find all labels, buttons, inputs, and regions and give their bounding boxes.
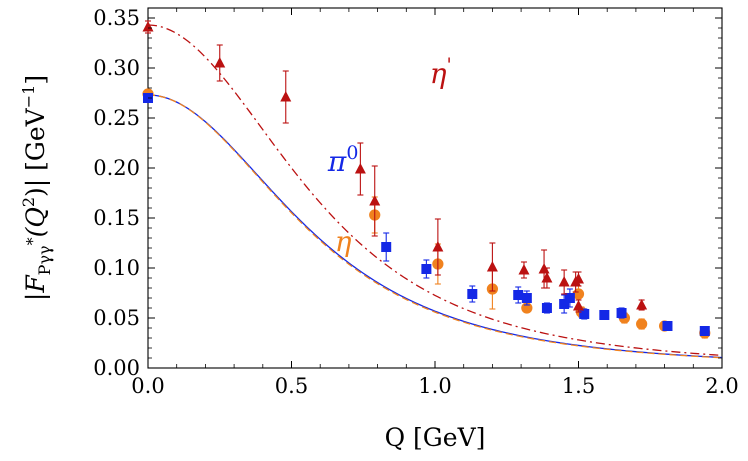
triangle-marker <box>214 57 226 68</box>
curve-label-superscript: ' <box>447 54 452 76</box>
triangle-marker <box>354 163 366 174</box>
circle-marker <box>636 318 648 330</box>
square-marker <box>599 310 610 320</box>
ylabel-close: )| <box>21 179 51 197</box>
data-point <box>369 165 381 237</box>
data-point <box>467 285 478 303</box>
ylabel-unit-superscript: −1 <box>19 85 38 109</box>
data-point <box>280 70 292 124</box>
triangle-marker <box>280 91 292 102</box>
ylabel-unit-close: ] <box>21 75 50 85</box>
data-point <box>573 271 584 287</box>
data-point <box>636 318 648 330</box>
triangle-marker <box>573 273 584 284</box>
data-point <box>513 286 524 304</box>
triangle-marker <box>541 272 553 283</box>
y-axis-title: |FPγγ*(Q2)| [GeV−1] <box>19 75 54 301</box>
fit-curves <box>147 24 723 359</box>
data-point <box>616 307 627 319</box>
ylabel-superscript: 2 <box>19 197 38 207</box>
curve-label-symbol: η <box>335 225 352 258</box>
x-tick-label: 2.0 <box>705 374 738 398</box>
y-tick-label: 0.25 <box>93 106 140 130</box>
fit-curve <box>147 94 723 359</box>
square-marker <box>513 290 524 300</box>
x-tick-label: 1.5 <box>562 374 595 398</box>
triangle-marker <box>558 276 570 287</box>
ylabel-unit: [GeV <box>21 107 50 178</box>
data-point <box>354 142 366 196</box>
data-point <box>662 321 673 331</box>
curve-label: η <box>335 225 352 258</box>
square-marker <box>381 242 392 252</box>
triangle-marker <box>432 241 444 252</box>
curve-label: π0 <box>327 142 359 178</box>
triangle-marker <box>573 300 584 311</box>
curve-label: η' <box>430 54 452 90</box>
data-point <box>486 242 498 292</box>
triangle-marker <box>636 299 648 310</box>
fit-curve <box>147 24 723 357</box>
data-point <box>541 302 552 314</box>
data-points <box>142 20 711 339</box>
ylabel-args: (Q <box>21 207 50 237</box>
triangle-marker <box>142 21 154 32</box>
x-axis-title: Q [GeV] <box>385 423 486 452</box>
square-marker <box>421 264 432 274</box>
data-point <box>521 290 532 306</box>
data-point <box>432 218 444 276</box>
data-point <box>381 232 392 262</box>
data-point <box>564 288 575 308</box>
curve-labels: η'π0η <box>327 54 452 258</box>
square-marker <box>579 309 590 319</box>
triangle-marker <box>518 264 530 275</box>
square-marker <box>616 308 627 318</box>
y-tick-label: 0.35 <box>93 6 140 30</box>
data-point <box>599 310 610 320</box>
y-tick-label: 0.30 <box>93 56 140 80</box>
curve-label-symbol: π <box>327 145 347 178</box>
axis-ticks: 0.0 0.5 1.0 1.5 2.0 0.00 0.05 0.10 0.15 0.20 0.25 0… <box>93 6 738 398</box>
ylabel-star: * <box>23 237 42 245</box>
y-tick-label: 0.05 <box>93 306 140 330</box>
data-point <box>699 326 710 336</box>
y-tick-label: 0.15 <box>93 206 140 230</box>
data-point <box>142 20 154 34</box>
square-marker <box>559 299 570 309</box>
fit-curve <box>147 94 723 359</box>
data-point <box>541 267 553 289</box>
y-tick-label: 0.20 <box>93 156 140 180</box>
ylabel-base: |F <box>21 274 51 301</box>
data-point <box>421 259 432 279</box>
triangle-marker <box>369 195 381 206</box>
y-tick-label: 0.00 <box>93 356 140 380</box>
x-tick-label: 0.0 <box>131 374 164 398</box>
curve-label-superscript: 0 <box>346 142 358 164</box>
square-marker <box>662 321 673 331</box>
data-point <box>636 299 648 311</box>
square-marker <box>564 293 575 303</box>
ylabel-subscript: Pγγ <box>35 245 54 275</box>
x-tick-label: 1.0 <box>418 374 451 398</box>
square-marker <box>521 293 532 303</box>
square-marker <box>541 303 552 313</box>
y-tick-label: 0.10 <box>93 256 140 280</box>
square-marker <box>467 289 478 299</box>
data-point <box>518 261 530 279</box>
square-marker <box>699 326 710 336</box>
data-point <box>573 299 584 313</box>
data-point <box>558 269 570 295</box>
data-point <box>214 44 226 82</box>
x-tick-label: 0.5 <box>275 374 308 398</box>
curve-label-symbol: η <box>430 57 447 90</box>
triangle-marker <box>486 261 498 272</box>
